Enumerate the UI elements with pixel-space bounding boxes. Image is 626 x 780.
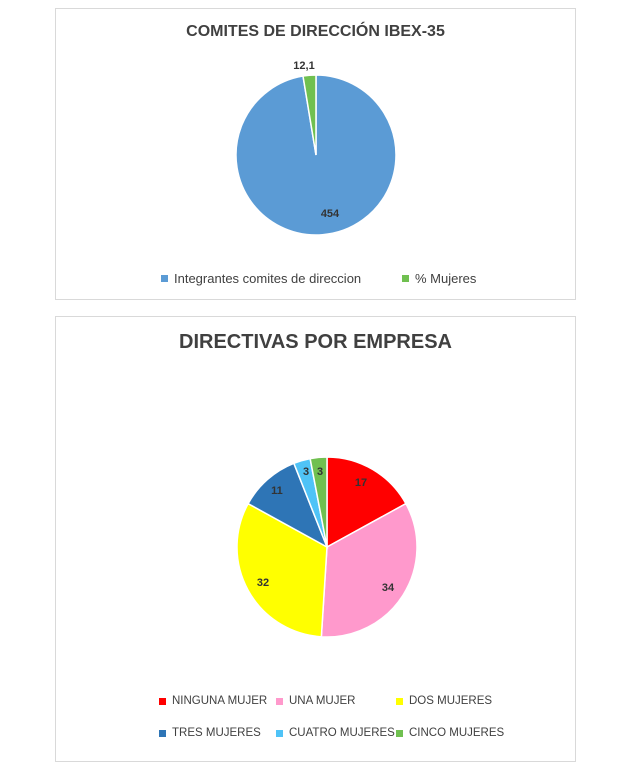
legend-swatch [396, 729, 403, 737]
legend-label: DOS MUJERES [409, 695, 493, 707]
data-label: 32 [257, 577, 269, 589]
legend-swatch [276, 697, 283, 705]
legend-item-dos: DOS MUJERES [396, 695, 492, 707]
legend-label: UNA MUJER [289, 695, 356, 707]
legend-swatch [396, 697, 403, 705]
legend-label: CINCO MUJERES [409, 727, 505, 739]
legend-swatch [159, 697, 166, 705]
legend-swatch [276, 729, 283, 737]
legend-item-integrantes: Integrantes comites de direccion [161, 271, 361, 286]
pie-chart-comites: 454 12,1 [235, 60, 397, 236]
legend-label: NINGUNA MUJER [172, 695, 268, 707]
legend-swatch [402, 275, 409, 282]
pie-slice-una-mujer [320, 502, 418, 638]
data-label: 12,1 [293, 60, 314, 72]
pie-slice-ninguna-mujer [326, 456, 407, 549]
data-label: 3 [317, 466, 323, 478]
legend-item-tres: TRES MUJERES [159, 727, 261, 739]
legend-label: CUATRO MUJERES [289, 727, 395, 739]
chart-title: COMITES DE DIRECCIÓN IBEX-35 [186, 23, 445, 40]
pie-slice-mujeres [302, 74, 317, 156]
legend-item-cinco: CINCO MUJERES [396, 727, 504, 739]
data-label: 34 [382, 582, 395, 594]
pie-chart-directivas: 17 34 32 11 3 3 [236, 456, 418, 638]
chart-title: DIRECTIVAS POR EMPRESA [179, 331, 452, 353]
data-label: 454 [321, 208, 340, 220]
legend-label: TRES MUJERES [172, 727, 261, 739]
chart-panel-directivas: DIRECTIVAS POR EMPRESA 17 34 32 11 3 3 NINGUN… [55, 316, 576, 762]
legend-swatch [159, 729, 166, 737]
legend-swatch [161, 275, 168, 282]
legend-item-cuatro: CUATRO MUJERES [276, 727, 395, 739]
legend-item-mujeres: % Mujeres [402, 271, 476, 286]
legend-item-ninguna: NINGUNA MUJER [159, 695, 267, 707]
legend-label: % Mujeres [415, 271, 477, 286]
data-label: 17 [355, 477, 367, 489]
data-label: 3 [303, 466, 309, 478]
legend-item-una: UNA MUJER [276, 695, 355, 707]
legend-label: Integrantes comites de direccion [174, 271, 362, 286]
pie-slice-cinco-mujeres [309, 456, 328, 548]
chart-panel-comites: COMITES DE DIRECCIÓN IBEX-35 454 12,1 Int… [55, 8, 576, 300]
data-label: 11 [271, 485, 283, 497]
pie-slice-dos-mujeres [236, 502, 328, 638]
